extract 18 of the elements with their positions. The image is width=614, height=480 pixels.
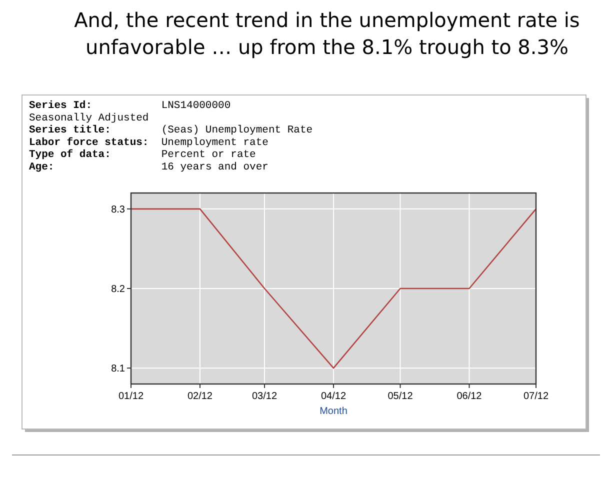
x-tick-label: 01/12 xyxy=(118,391,144,402)
x-tick-label: 06/12 xyxy=(456,391,482,402)
text: Series title: (Seas) Unemployment Rate xyxy=(29,124,313,137)
y-tick-label: 8.3 xyxy=(111,204,126,216)
text: Age: 16 years and over xyxy=(29,162,268,174)
x-tick-label: 03/12 xyxy=(252,391,278,402)
x-tick-label: 04/12 xyxy=(320,391,346,402)
x-tick-label: 07/12 xyxy=(523,391,549,402)
text: Seasonally Adjusted xyxy=(29,112,149,124)
y-tick-label: 8.1 xyxy=(111,364,126,375)
y-tick-label: 8.2 xyxy=(111,284,126,295)
text: Series Id: LNS14000000 xyxy=(29,100,231,112)
x-tick-label: 05/12 xyxy=(388,391,414,402)
chart-title: And, the recent trend in the unemployment rate is unfavorable … up from the 8.1% trough to 8.3% xyxy=(74,8,580,59)
x-axis-title: Month xyxy=(320,406,348,417)
x-tick-label: 02/12 xyxy=(187,391,213,402)
text: Labor force status: Unemployment rate xyxy=(29,136,268,149)
text: Type of data: Percent or rate xyxy=(29,149,256,162)
